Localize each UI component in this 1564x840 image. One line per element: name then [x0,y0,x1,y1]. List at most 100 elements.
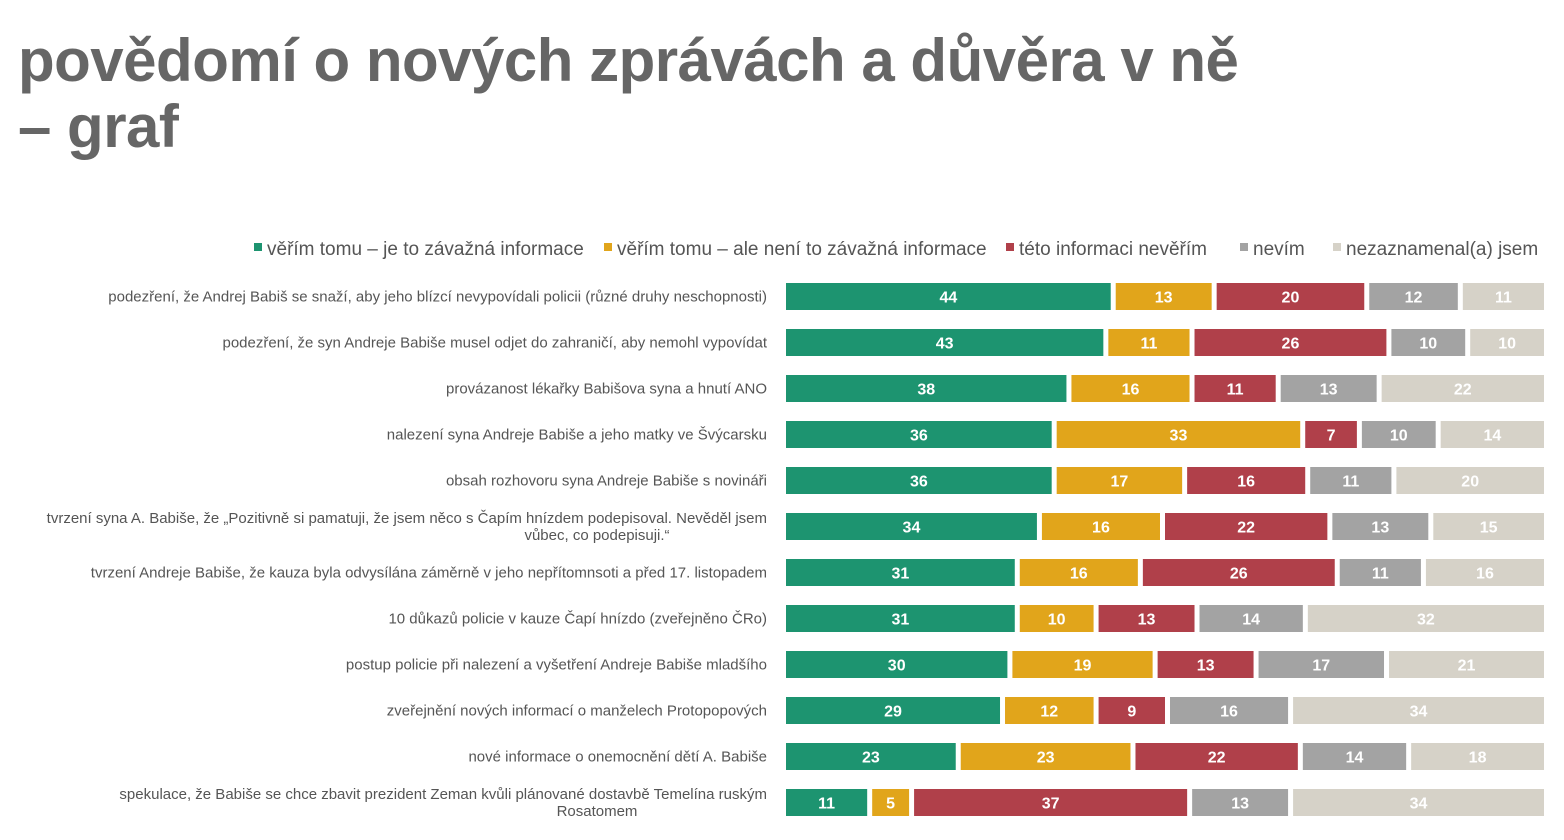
bar-segment [1019,559,1138,586]
legend-swatch [1240,243,1248,251]
data-label: 16 [1220,704,1238,721]
legend-swatch [604,243,612,251]
bar-segment [1332,513,1429,540]
bar-segment [1305,421,1357,448]
bar-segment [1425,559,1544,586]
data-label: 11 [1140,336,1157,353]
category-label-line: tvrzení syna A. Babiše, že „Pozitivně si… [47,510,767,527]
data-label: 17 [1312,658,1330,675]
bar-segment [1258,651,1385,678]
data-label: 23 [1037,750,1055,767]
bar-segment [1012,651,1153,678]
category-label: 10 důkazů policie v kauze Čapí hnízdo (z… [388,611,767,628]
category-label: zveřejnění nových informací o manželech … [387,703,767,720]
bar-segment [786,605,1015,632]
data-label: 16 [1092,520,1110,537]
data-label: 13 [1138,612,1156,629]
bar-segment [1302,743,1407,770]
bar-segment [786,375,1067,402]
bar-segment [1369,283,1458,310]
category-label-line: vůbec, co podepisuji.“ [524,527,669,544]
page-title: povědomí o nových zprávách a důvěra v ně… [18,28,1318,160]
data-label: 31 [891,612,909,629]
bar-segment [1056,421,1301,448]
data-label: 31 [891,566,909,583]
bar-segment [1056,467,1183,494]
bar-segment [1071,375,1190,402]
bar-segment [1098,697,1165,724]
bar-segment [914,789,1188,816]
data-label: 11 [1342,474,1359,491]
category-label: podezření, že syn Andreje Babiše musel o… [223,335,768,352]
bar-segment [1462,283,1544,310]
legend-swatch [1006,243,1014,251]
data-label: 32 [1417,612,1435,629]
data-label: 26 [1230,566,1248,583]
data-label: 30 [888,658,906,675]
bar-plot-area: 44 13 20 12 11 43 11 26 10 10 38 16 11 13 22 36 33 7 10 14 3… [786,283,1544,816]
data-label: 36 [910,474,928,491]
bar-segment [1280,375,1377,402]
bar-segment [1470,329,1544,356]
bar-segment [1293,697,1544,724]
data-label: 11 [1372,566,1389,583]
legend-swatch [1333,243,1341,251]
bar-segment [786,789,868,816]
bar-segment [786,651,1008,678]
data-label: 43 [936,336,954,353]
data-label: 10 [1390,428,1408,445]
bar-segment [872,789,910,816]
bar-segment [1433,513,1544,540]
data-label: 16 [1237,474,1255,491]
data-label: 15 [1480,520,1498,537]
bar-segment [1396,467,1544,494]
bar-segment [1293,789,1544,816]
data-label: 17 [1111,474,1129,491]
data-label: 34 [903,520,921,537]
legend-label: nezaznamenal(a) jsem [1346,239,1538,260]
bar-segment [786,697,1001,724]
data-label: 38 [917,382,935,399]
bar-segment [1310,467,1392,494]
data-label: 11 [1495,290,1512,307]
title-line-1: povědomí o nových zprávách a důvěra v ně [18,27,1239,94]
category-label: podezření, že Andrej Babiš se snaží, aby… [108,289,767,306]
bar-segment [786,283,1111,310]
bar-segment [786,421,1052,448]
category-label-line: Rosatomem [557,803,638,820]
data-label: 13 [1197,658,1215,675]
bar-segment [1157,651,1254,678]
data-label: 29 [884,704,902,721]
data-label: 16 [1476,566,1494,583]
bar-segment [786,513,1037,540]
category-label: postup policie při nalezení a vyšetření … [346,657,767,674]
data-label: 10 [1498,336,1516,353]
bar-segment [1216,283,1365,310]
data-label: 11 [818,796,835,813]
data-label: 9 [1127,704,1136,721]
data-label: 13 [1371,520,1389,537]
category-label: nové informace o onemocnění dětí A. Babi… [468,749,767,766]
bar-segment [1194,375,1276,402]
category-label: provázanost lékařky Babišova syna a hnut… [446,381,767,398]
data-label: 26 [1282,336,1300,353]
chart-legend: věřím tomu – je to závažná informace věří… [254,239,1538,260]
bar-segment [1098,605,1195,632]
category-label: tvrzení Andreje Babiše, že kauza byla od… [91,565,767,582]
data-label: 20 [1282,290,1300,307]
legend-label: nevím [1253,239,1305,260]
data-label: 5 [886,796,895,813]
bar-segment [1005,697,1094,724]
bar-segment [1019,605,1094,632]
data-label: 13 [1231,796,1249,813]
bar-segment [1381,375,1544,402]
data-label: 20 [1461,474,1479,491]
bar-segment [1135,743,1298,770]
data-label: 11 [1227,382,1244,399]
category-label-line: spekulace, že Babiše se chce zbavit prez… [119,786,767,803]
data-label: 13 [1155,290,1173,307]
data-label: 18 [1469,750,1487,767]
data-label: 34 [1410,704,1428,721]
bar-segment [786,559,1015,586]
